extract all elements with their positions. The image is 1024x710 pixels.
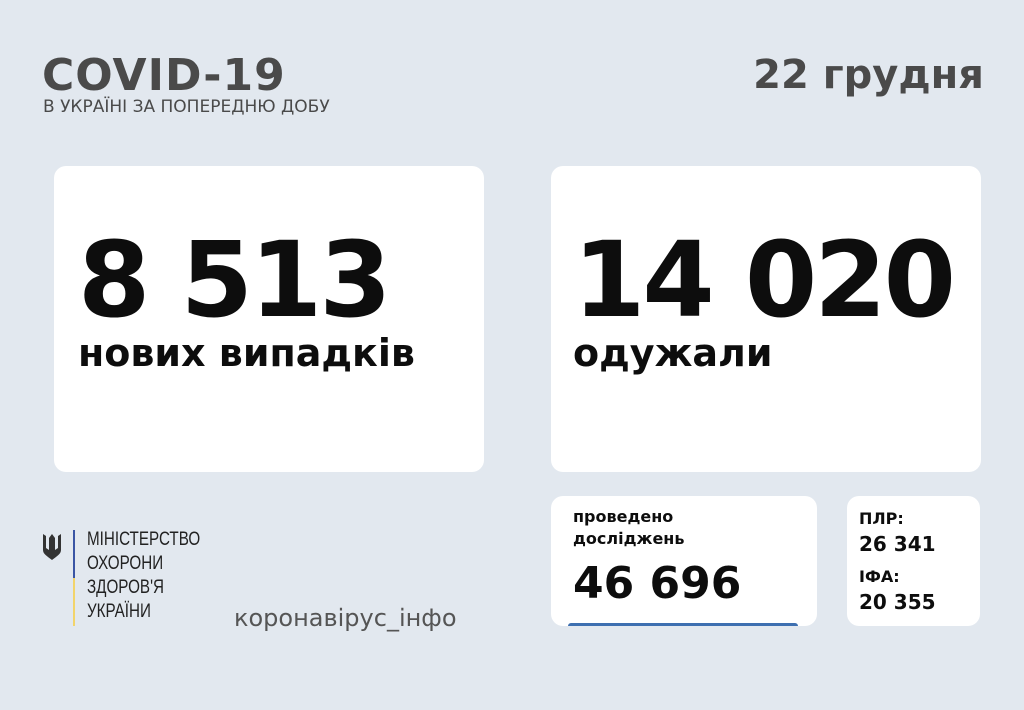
tests-label-line2: досліджень <box>573 529 685 548</box>
new-cases-label: нових випадків <box>78 331 415 375</box>
flag-stripe-blue <box>73 530 75 578</box>
flag-stripe-yellow <box>73 578 75 626</box>
page-subtitle: В УКРАЇНІ ЗА ПОПЕРЕДНЮ ДОБУ <box>43 97 330 117</box>
recovered-value: 14 020 <box>573 219 956 341</box>
pcr-value: 26 341 <box>859 532 936 556</box>
tests-bar <box>568 623 798 626</box>
ministry-line: УКРАЇНИ <box>87 601 151 622</box>
tests-label-line1: проведено <box>573 507 674 526</box>
recovered-label: одужали <box>573 331 773 375</box>
hashtag: коронавірус_інфо <box>234 604 457 632</box>
new-cases-card: 8 513 нових випадків <box>54 166 484 472</box>
ministry-line: МІНІСТЕРСТВО <box>87 529 201 550</box>
tests-value: 46 696 <box>573 558 742 609</box>
ministry-line: ЗДОРОВ'Я <box>87 577 164 598</box>
tests-label: проведено досліджень <box>573 506 684 550</box>
new-cases-value: 8 513 <box>78 219 392 341</box>
tests-card: проведено досліджень 46 696 <box>551 496 817 626</box>
recovered-card: 14 020 одужали <box>551 166 981 472</box>
trident-icon <box>41 532 63 568</box>
report-date: 22 грудня <box>753 52 984 98</box>
page-title: COVID-19 <box>42 50 286 101</box>
elisa-label: ІФА: <box>859 567 900 586</box>
elisa-value: 20 355 <box>859 590 936 614</box>
ministry-line: ОХОРОНИ <box>87 553 164 574</box>
pcr-label: ПЛР: <box>859 509 904 528</box>
breakdown-card: ПЛР: 26 341 ІФА: 20 355 <box>847 496 980 626</box>
ministry-logo-text: МІНІСТЕРСТВО ОХОРОНИ ЗДОРОВ'Я УКРАЇНИ <box>87 528 200 624</box>
